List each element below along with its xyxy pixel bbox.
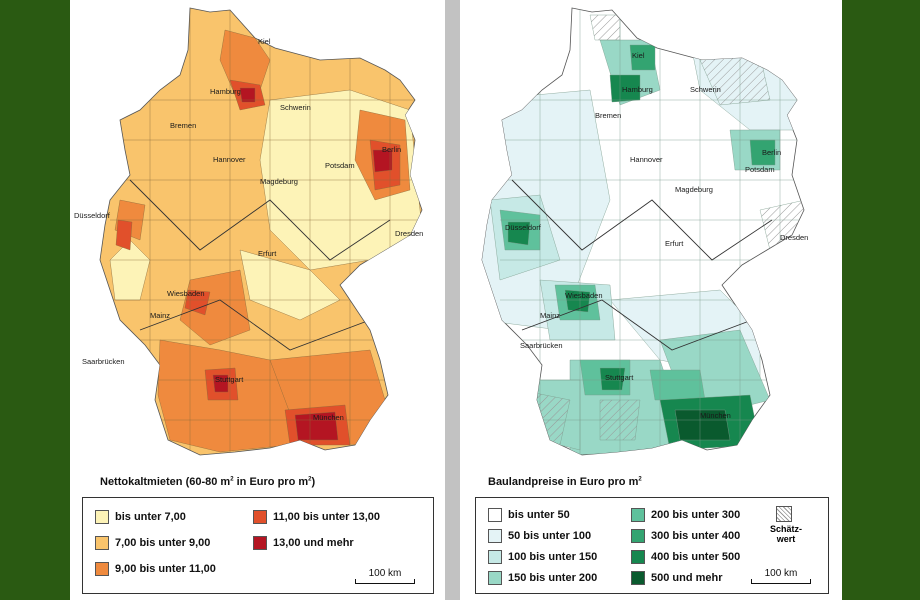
city-label: Mainz — [150, 311, 170, 320]
legend-swatch — [488, 508, 502, 522]
land-price-map-title: Baulandpreise in Euro pro m2 — [488, 476, 642, 488]
land-price-legend: bis unter 50 50 bis unter 100 100 bis un… — [475, 497, 829, 594]
city-label: Saarbrücken — [520, 341, 563, 350]
estimate-label: Schätz- wert — [769, 524, 802, 544]
city-label: Berlin — [382, 145, 401, 154]
legend-item: 50 bis unter 100 — [488, 529, 591, 543]
panel-divider — [445, 0, 460, 600]
city-label: Berlin — [762, 148, 781, 157]
city-label: Erfurt — [665, 239, 684, 248]
scale-bar: 100 km — [751, 568, 811, 584]
legend-item: 100 bis unter 150 — [488, 550, 597, 564]
legend-item: 300 bis unter 400 — [631, 529, 740, 543]
rent-map-title: Nettokaltmieten (60-80 m2 in Euro pro m2… — [100, 476, 316, 488]
legend-swatch — [488, 571, 502, 585]
city-label: Erfurt — [258, 249, 277, 258]
city-label: Düsseldorf — [505, 223, 542, 232]
city-label: Wiesbaden — [167, 289, 205, 298]
legend-swatch — [488, 550, 502, 564]
legend-item: 11,00 bis unter 13,00 — [253, 510, 380, 524]
city-label: Mainz — [540, 311, 560, 320]
legend-swatch — [488, 529, 502, 543]
legend-swatch — [631, 508, 645, 522]
legend-item: 400 bis unter 500 — [631, 550, 740, 564]
city-label: Kiel — [632, 51, 645, 60]
legend-item: 13,00 und mehr — [253, 536, 354, 550]
city-label: Saarbrücken — [82, 357, 125, 366]
legend-item: 150 bis unter 200 — [488, 571, 597, 585]
legend-swatch — [631, 529, 645, 543]
city-label: Schwerin — [280, 103, 311, 112]
legend-item: 9,00 bis unter 11,00 — [95, 562, 216, 576]
city-label: Hamburg — [210, 87, 241, 96]
city-label: Kiel — [258, 37, 271, 46]
legend-item: bis unter 50 — [488, 508, 570, 522]
city-label: Düsseldorf — [74, 211, 111, 220]
city-label: Wiesbaden — [565, 291, 603, 300]
legend-swatch — [95, 510, 109, 524]
legend-swatch — [253, 510, 267, 524]
legend-swatch — [253, 536, 267, 550]
legend-item: 500 und mehr — [631, 571, 723, 585]
legend-item: 7,00 bis unter 9,00 — [95, 536, 210, 550]
city-label: Potsdam — [745, 165, 775, 174]
rent-map: Kiel Hamburg Schwerin Bremen Hannover Be… — [74, 7, 423, 456]
legend-swatch — [631, 571, 645, 585]
land-price-map-panel: Kiel Hamburg Schwerin Bremen Hannover Be… — [460, 0, 842, 600]
city-label: Magdeburg — [260, 177, 298, 186]
city-label: Potsdam — [325, 161, 355, 170]
city-label: Stuttgart — [605, 373, 634, 382]
city-label: Bremen — [170, 121, 196, 130]
legend-item: 200 bis unter 300 — [631, 508, 740, 522]
city-label: Schwerin — [690, 85, 721, 94]
city-label: München — [700, 411, 731, 420]
legend-swatch — [631, 550, 645, 564]
city-label: Hannover — [213, 155, 246, 164]
legend-swatch — [95, 562, 109, 576]
city-label: Magdeburg — [675, 185, 713, 194]
city-label: Dresden — [395, 229, 423, 238]
rent-map-city-labels: Kiel Hamburg Schwerin Bremen Hannover Be… — [74, 37, 423, 422]
city-label: Stuttgart — [215, 375, 244, 384]
city-label: München — [313, 413, 344, 422]
legend-swatch — [95, 536, 109, 550]
land-price-map: Kiel Hamburg Schwerin Bremen Hannover Be… — [481, 7, 808, 456]
city-label: Bremen — [595, 111, 621, 120]
rent-map-panel: Kiel Hamburg Schwerin Bremen Hannover Be… — [70, 0, 445, 600]
city-label: Hamburg — [622, 85, 653, 94]
scale-bar: 100 km — [355, 568, 415, 584]
city-label: Hannover — [630, 155, 663, 164]
legend-item: bis unter 7,00 — [95, 510, 186, 524]
estimate-swatch — [776, 506, 792, 522]
rent-legend: bis unter 7,00 7,00 bis unter 9,00 9,00 … — [82, 497, 434, 594]
land-price-map-city-labels: Kiel Hamburg Schwerin Bremen Hannover Be… — [505, 51, 808, 420]
city-label: Dresden — [780, 233, 808, 242]
